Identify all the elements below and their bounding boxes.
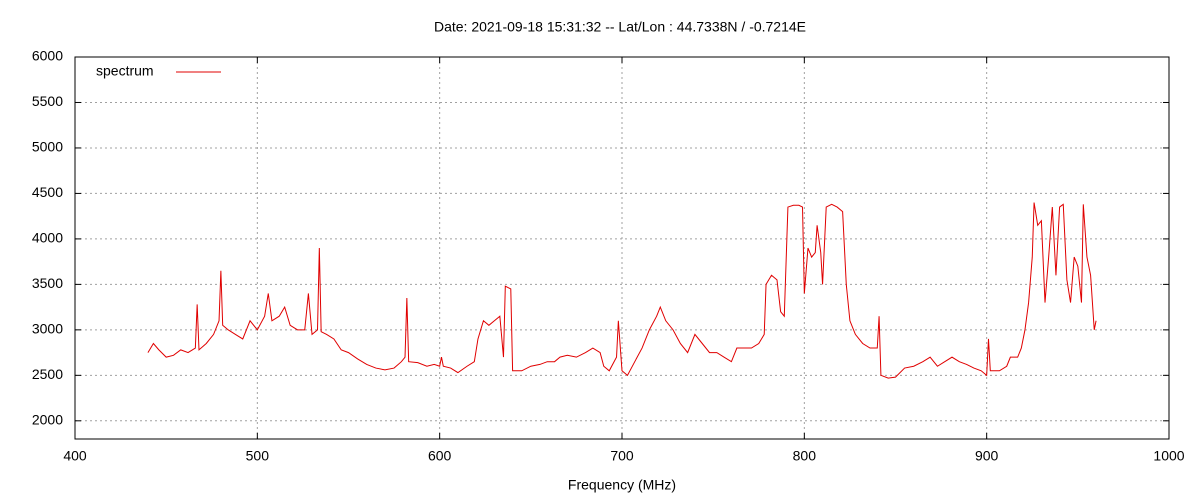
y-tick-label: 4000 [32, 230, 63, 246]
x-tick-label: 700 [610, 448, 634, 464]
spectrum-line [147, 202, 1097, 379]
x-tick-label: 800 [793, 448, 817, 464]
y-tick-label: 6000 [32, 48, 63, 64]
chart-title: Date: 2021-09-18 15:31:32 -- Lat/Lon : 4… [434, 19, 806, 35]
y-tick-label: 3000 [32, 321, 63, 337]
x-tick-label: 600 [428, 448, 452, 464]
x-axis-label: Frequency (MHz) [568, 477, 676, 493]
x-tick-label: 900 [975, 448, 999, 464]
plot-frame [74, 56, 1170, 440]
y-tick-label: 3500 [32, 275, 63, 291]
y-tick-label: 2000 [32, 412, 63, 428]
y-tick-label: 2500 [32, 366, 63, 382]
x-tick-label: 400 [63, 448, 87, 464]
y-tick-label: 5500 [32, 93, 63, 109]
y-tick-label: 4500 [32, 184, 63, 200]
y-tick-label: 5000 [32, 139, 63, 155]
x-tick-label: 500 [246, 448, 270, 464]
x-tick-label: 1000 [1153, 448, 1184, 464]
legend-label: spectrum [96, 63, 154, 79]
